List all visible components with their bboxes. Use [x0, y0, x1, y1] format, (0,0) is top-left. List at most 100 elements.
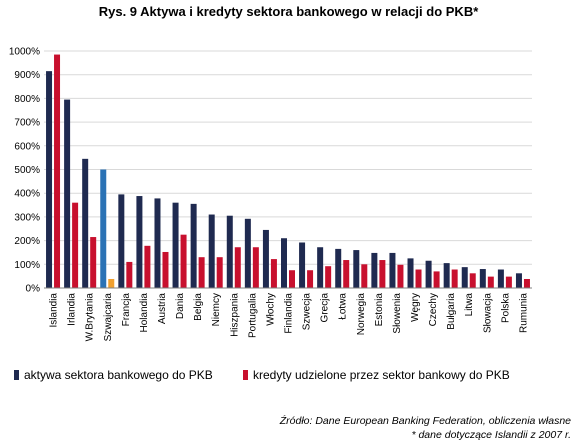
x-category-label: Dania	[175, 293, 186, 320]
x-category-label: Słowacja	[482, 293, 493, 333]
bar-assets	[208, 214, 215, 288]
y-tick-label: 1000%	[9, 47, 40, 58]
bar-credits	[289, 270, 295, 288]
bar-assets	[64, 99, 71, 289]
x-category-label: Estonia	[374, 293, 385, 327]
legend-swatch-credits	[243, 370, 248, 380]
x-category-label: Łotwa	[338, 293, 349, 320]
bar-credits	[270, 259, 277, 288]
bar-assets	[46, 71, 53, 289]
bar-assets	[353, 250, 360, 288]
x-category-label: Austria	[157, 293, 168, 325]
bar-credits	[126, 261, 133, 288]
x-category-label: Hiszpania	[229, 293, 240, 337]
y-tick-label: 900%	[14, 70, 40, 81]
bar-credits	[180, 234, 187, 288]
bar-assets	[226, 215, 233, 288]
y-tick-label: 100%	[14, 260, 40, 271]
bar-credits	[90, 237, 97, 288]
legend-label-credits: kredyty udzielone przez sektor bankowy d…	[253, 368, 510, 382]
bar-assets	[425, 260, 432, 288]
y-tick-label: 200%	[14, 236, 40, 247]
bar-credits	[523, 278, 530, 288]
x-category-label: Włochy	[265, 293, 276, 326]
x-category-label: Szwecja	[302, 293, 313, 331]
bar-credits	[379, 260, 386, 288]
y-tick-label: 800%	[14, 94, 40, 105]
bar-assets	[118, 194, 125, 288]
bar-credits	[144, 245, 151, 288]
x-category-label: Czechy	[428, 293, 439, 326]
bar-assets	[461, 267, 468, 288]
x-axis-category-labels: Islandia Irlandia W.Brytania Szwajcaria Fran…	[49, 293, 530, 342]
x-category-label: Belgia	[193, 293, 204, 321]
legend-label-assets: aktywa sektora bankowego do PKB	[24, 368, 213, 382]
x-category-label: Niemcy	[211, 293, 222, 326]
chart-title: Rys. 9 Aktywa i kredyty sektora bankoweg…	[98, 4, 479, 19]
y-tick-label: 400%	[14, 189, 40, 200]
x-category-label: Irlandia	[67, 293, 78, 326]
x-category-label: Norwegia	[356, 293, 367, 336]
legend-item-assets: aktywa sektora bankowego do PKB	[14, 368, 213, 382]
bar-credits	[325, 266, 332, 288]
legend-swatch-assets	[14, 370, 19, 380]
bar-assets	[479, 269, 486, 288]
bar-assets	[515, 273, 522, 288]
bar-credits	[252, 247, 259, 288]
bar-assets	[371, 252, 378, 288]
bar-assets	[443, 263, 450, 288]
bar-assets	[262, 229, 269, 288]
source-note: Źródło: Dane European Banking Federation…	[280, 414, 571, 442]
bar-credits	[72, 202, 79, 288]
bar-credits	[307, 270, 314, 288]
bar-assets	[190, 203, 197, 288]
bar-assets	[100, 169, 107, 288]
y-tick-label: 0%	[26, 284, 41, 295]
bar-assets	[244, 218, 251, 288]
bar-assets	[136, 196, 143, 288]
bar-credits	[108, 278, 115, 288]
bar-assets	[154, 198, 161, 288]
x-category-label: Holandia	[139, 293, 150, 333]
footnote-line: * dane dotyczące Islandii z 2007 r.	[411, 429, 571, 441]
x-category-label: Rumunia	[518, 293, 529, 333]
bar-credits	[505, 276, 512, 288]
bar-credits	[451, 269, 458, 288]
bar-credits	[415, 269, 422, 288]
x-category-label: Francja	[121, 293, 132, 327]
bar-assets	[497, 269, 504, 288]
bar-assets	[335, 248, 342, 288]
x-category-label: W.Brytania	[85, 293, 96, 342]
y-tick-label: 500%	[14, 165, 40, 176]
x-category-label: Islandia	[49, 293, 60, 328]
bar-assets	[299, 242, 306, 288]
x-category-label: Węgry	[410, 293, 421, 322]
bar-assets	[281, 238, 287, 288]
bar-assets	[82, 158, 89, 288]
bar-credits	[343, 260, 350, 288]
bar-credits	[162, 251, 169, 288]
bars	[46, 54, 530, 289]
bar-assets	[389, 252, 396, 288]
bar-assets	[172, 202, 179, 288]
x-category-label: Szwajcaria	[103, 293, 114, 342]
gridlines	[44, 50, 532, 265]
bar-credits	[469, 273, 476, 288]
source-line: Źródło: Dane European Banking Federation…	[279, 415, 571, 427]
x-category-label: Grecja	[320, 293, 331, 323]
y-tick-label: 700%	[14, 118, 40, 129]
y-tick-label: 300%	[14, 212, 40, 223]
bar-credits	[397, 264, 404, 288]
bar-credits	[216, 257, 223, 288]
x-category-label: Bułgaria	[446, 293, 457, 330]
bar-credits	[198, 257, 205, 288]
bar-credits	[234, 247, 241, 288]
x-category-label: Litwa	[464, 293, 475, 317]
x-category-label: Finlandia	[284, 293, 295, 334]
y-tick-label: 600%	[14, 141, 40, 152]
x-category-label: Polska	[500, 293, 511, 323]
bar-credits	[433, 271, 440, 288]
bar-credits	[487, 276, 494, 288]
bar-credits	[54, 54, 61, 289]
